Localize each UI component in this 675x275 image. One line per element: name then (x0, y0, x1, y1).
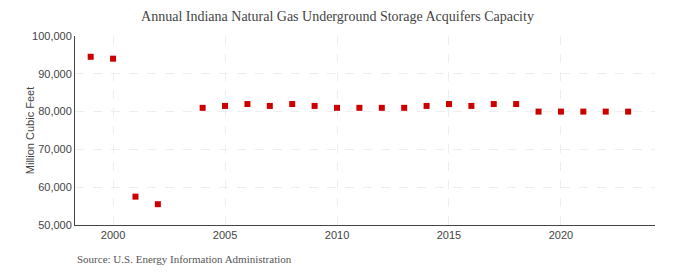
svg-text:2010: 2010 (325, 229, 349, 241)
svg-text:2005: 2005 (213, 229, 237, 241)
svg-text:Source: U.S. Energy Informatio: Source: U.S. Energy Information Administ… (77, 253, 292, 265)
svg-text:60,000: 60,000 (38, 181, 72, 193)
svg-text:90,000: 90,000 (38, 68, 72, 80)
svg-text:50,000: 50,000 (38, 219, 72, 231)
svg-text:2000: 2000 (101, 229, 125, 241)
svg-text:80,000: 80,000 (38, 105, 72, 117)
svg-text:100,000: 100,000 (32, 30, 72, 42)
svg-text:Annual Indiana Natural Gas Und: Annual Indiana Natural Gas Underground S… (141, 9, 534, 24)
svg-text:70,000: 70,000 (38, 143, 72, 155)
svg-text:Million Cubic Feet: Million Cubic Feet (24, 87, 36, 174)
svg-text:2015: 2015 (437, 229, 461, 241)
svg-text:2020: 2020 (549, 229, 573, 241)
